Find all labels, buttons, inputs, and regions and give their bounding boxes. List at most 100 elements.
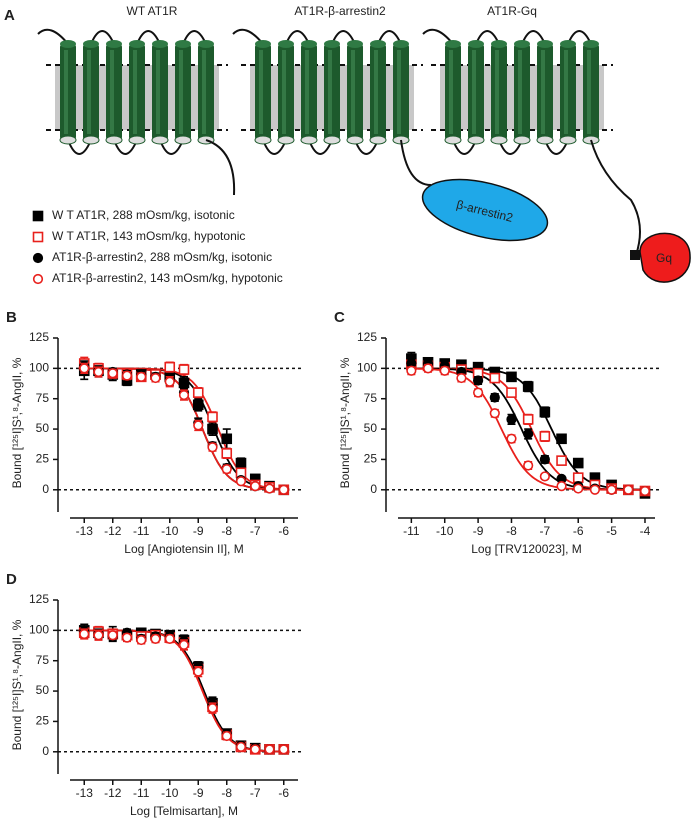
point bbox=[539, 406, 551, 418]
helix-shine bbox=[156, 50, 160, 134]
point bbox=[473, 387, 484, 398]
construct-title: WT AT1R bbox=[127, 4, 178, 18]
helix-shine bbox=[202, 50, 206, 134]
point bbox=[556, 433, 567, 445]
helix-bottom bbox=[300, 135, 318, 145]
x-axis-title: Log [TRV120023], M bbox=[471, 542, 582, 556]
point bbox=[556, 455, 567, 466]
helix-shine bbox=[305, 50, 309, 134]
x-axis-title: Log [Angiotensin II], M bbox=[124, 542, 243, 556]
helix-top bbox=[198, 40, 214, 48]
helix-bottom bbox=[128, 135, 146, 145]
x-tick-label: -8 bbox=[221, 786, 232, 800]
helix-top bbox=[468, 40, 484, 48]
x-tick-label: -6 bbox=[278, 786, 289, 800]
y-tick-label: 75 bbox=[36, 653, 50, 667]
y-tick-label: 125 bbox=[29, 330, 49, 344]
helix-top bbox=[393, 40, 409, 48]
point bbox=[107, 368, 118, 379]
y-axis-title: Bound [¹²⁵I]S¹,⁸-AngII, % bbox=[10, 357, 24, 488]
point bbox=[456, 372, 467, 384]
helix-bottom bbox=[59, 135, 77, 145]
x-tick-label: -7 bbox=[540, 524, 551, 538]
helix-top bbox=[560, 40, 576, 48]
point bbox=[164, 361, 176, 373]
helix-bottom bbox=[467, 135, 485, 145]
y-tick-label: 50 bbox=[36, 683, 50, 697]
point bbox=[439, 365, 450, 376]
point bbox=[150, 633, 161, 644]
point bbox=[623, 484, 634, 495]
helix-bottom bbox=[82, 135, 100, 145]
gq bbox=[639, 232, 691, 283]
x-tick-label: -11 bbox=[403, 524, 420, 538]
y-tick-label: 100 bbox=[29, 361, 49, 375]
x-tick-label: -13 bbox=[76, 524, 94, 538]
helix-shine bbox=[133, 50, 137, 134]
point bbox=[556, 481, 567, 492]
point bbox=[278, 484, 289, 495]
x-axis-title: Log [Telmisartan], M bbox=[130, 804, 238, 818]
x-tick-label: -5 bbox=[606, 524, 617, 538]
point bbox=[178, 364, 190, 375]
point bbox=[32, 252, 44, 264]
y-tick-label: 125 bbox=[29, 592, 49, 606]
point bbox=[178, 389, 190, 401]
point bbox=[221, 464, 232, 475]
point bbox=[32, 273, 44, 285]
point bbox=[192, 399, 204, 411]
point bbox=[121, 370, 133, 381]
beta-arrestin2 bbox=[421, 178, 549, 242]
point bbox=[79, 628, 90, 640]
x-tick-label: -9 bbox=[193, 786, 204, 800]
x-tick-label: -6 bbox=[573, 524, 584, 538]
point bbox=[489, 408, 500, 419]
x-tick-label: -4 bbox=[640, 524, 651, 538]
point bbox=[79, 363, 90, 374]
point bbox=[207, 411, 218, 423]
y-axis-title: Bound [¹²⁵I]S¹,⁸-AngII, % bbox=[10, 619, 24, 750]
helix-top bbox=[583, 40, 599, 48]
panel-label: C bbox=[334, 309, 345, 326]
point bbox=[150, 372, 161, 384]
helix-top bbox=[175, 40, 191, 48]
helix-shine bbox=[259, 50, 263, 134]
point bbox=[121, 632, 133, 643]
helix-shine bbox=[397, 50, 401, 134]
point bbox=[235, 457, 247, 469]
gq-label: Gq bbox=[656, 251, 672, 265]
y-tick-label: 75 bbox=[364, 391, 378, 405]
point bbox=[192, 387, 204, 398]
helix-bottom bbox=[559, 135, 577, 145]
helix-top bbox=[370, 40, 386, 48]
helix-shine bbox=[587, 50, 591, 134]
point bbox=[207, 702, 218, 714]
point bbox=[164, 376, 175, 387]
helix-bottom bbox=[277, 135, 295, 145]
helix-bottom bbox=[444, 135, 462, 145]
point bbox=[523, 428, 534, 440]
helix-bottom bbox=[323, 135, 341, 145]
point bbox=[221, 730, 232, 742]
helix-bottom bbox=[174, 135, 192, 145]
helix-top bbox=[445, 40, 461, 48]
point bbox=[539, 431, 551, 442]
y-tick-label: 50 bbox=[364, 421, 378, 435]
point bbox=[506, 387, 517, 398]
point bbox=[406, 365, 417, 376]
point bbox=[235, 476, 247, 487]
helix-shine bbox=[110, 50, 114, 134]
point bbox=[539, 454, 550, 465]
helix-shine bbox=[179, 50, 183, 134]
c-tail bbox=[590, 139, 641, 256]
helix-bottom bbox=[346, 135, 364, 145]
point bbox=[250, 481, 261, 492]
point bbox=[606, 484, 617, 495]
y-tick-label: 100 bbox=[357, 361, 377, 375]
helix-top bbox=[324, 40, 340, 48]
x-tick-label: -7 bbox=[250, 524, 261, 538]
helix-shine bbox=[374, 50, 378, 134]
helix-shine bbox=[518, 50, 522, 134]
c-tail bbox=[205, 139, 236, 196]
